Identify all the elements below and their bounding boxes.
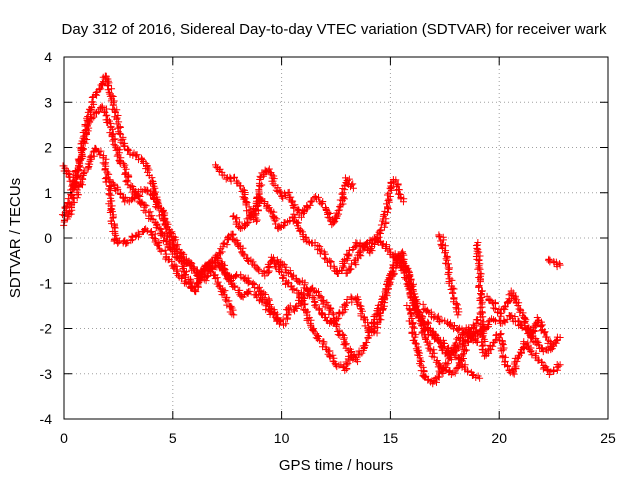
- data-points: [58, 72, 564, 388]
- axis-ticks: 0 5 10 15 20 25 -4 -3 -2 -1 0 1 2 3 4: [40, 49, 616, 446]
- data-series-2: [58, 102, 294, 329]
- series-markers: [59, 72, 238, 319]
- series-markers: [58, 102, 294, 329]
- y-tick-label: 2: [44, 140, 52, 156]
- data-series-5: [211, 161, 357, 229]
- data-series-1: [59, 72, 238, 319]
- y-tick-label: -4: [40, 411, 53, 427]
- data-series-10: [403, 302, 490, 388]
- y-tick-label: -1: [40, 275, 53, 291]
- y-axis-label: SDTVAR / TECUs: [7, 178, 24, 298]
- data-series-15: [545, 255, 564, 271]
- x-tick-label: 25: [600, 430, 616, 446]
- data-series-14: [483, 287, 555, 351]
- x-tick-label: 20: [491, 430, 507, 446]
- series-markers: [211, 161, 357, 229]
- x-tick-label: 15: [383, 430, 399, 446]
- data-series-9: [342, 234, 482, 378]
- x-tick-label: 5: [169, 430, 177, 446]
- series-markers: [403, 302, 490, 388]
- data-series-13: [472, 239, 564, 378]
- series-markers: [472, 239, 564, 378]
- y-tick-label: -3: [40, 366, 53, 382]
- y-tick-label: 4: [44, 49, 52, 65]
- series-markers: [435, 231, 463, 319]
- x-axis-label: GPS time / hours: [279, 457, 393, 474]
- y-tick-label: 3: [44, 94, 52, 110]
- y-tick-label: -2: [40, 321, 53, 337]
- series-markers: [229, 175, 408, 278]
- x-tick-label: 0: [60, 430, 68, 446]
- x-tick-label: 10: [274, 430, 290, 446]
- y-tick-label: 0: [44, 230, 52, 246]
- data-series-6: [229, 175, 408, 278]
- series-markers: [483, 287, 555, 351]
- data-series-12: [435, 231, 463, 319]
- y-tick-label: 1: [44, 185, 52, 201]
- series-markers: [545, 255, 564, 271]
- series-markers: [342, 234, 482, 378]
- chart-title: Day 312 of 2016, Sidereal Day-to-day VTE…: [62, 21, 607, 38]
